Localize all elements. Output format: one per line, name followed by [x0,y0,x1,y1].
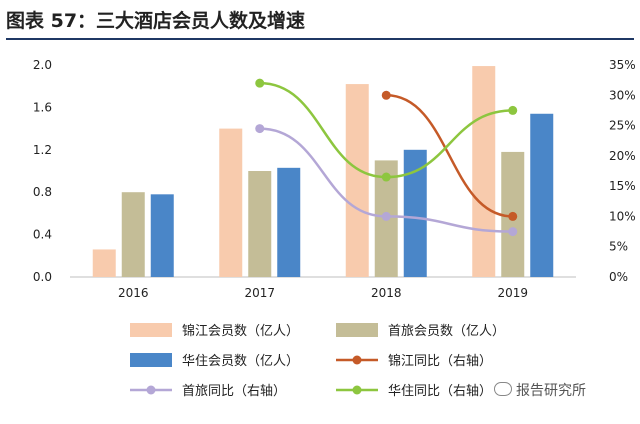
x-tick-label: 2019 [497,286,528,300]
series-line [386,94,513,218]
bar [150,194,174,277]
y-right-tick-label: 5% [609,240,628,254]
y-left-tick-label: 0.0 [33,270,52,284]
line-point [508,227,518,237]
title-underline [6,38,634,40]
line-point [508,211,518,221]
bar [472,66,496,277]
legend-label: 华住会员数（亿人） [182,354,299,369]
bar [345,84,369,277]
legend-marker [352,385,362,395]
legend-swatch [336,323,378,337]
wechat-icon [494,382,512,396]
y-left-tick-label: 1.2 [33,143,52,157]
legend-swatch [130,323,172,337]
watermark: 报告研究所 [494,380,586,400]
line-point [255,124,265,134]
legend-label: 锦江会员数（亿人） [182,324,299,339]
y-left-tick-label: 0.8 [33,185,52,199]
x-tick-label: 2017 [244,286,275,300]
line-point [255,78,265,88]
y-left-tick-label: 0.4 [33,228,52,242]
y-right-tick-label: 20% [609,149,636,163]
y-right-tick-label: 35% [609,58,636,72]
bar [277,167,301,277]
y-right-tick-label: 30% [609,88,636,102]
y-left-tick-label: 1.6 [33,100,52,114]
legend-label: 华住同比（右轴） [388,384,492,399]
y-right-tick-label: 25% [609,119,636,133]
legend-marker [146,385,156,395]
x-tick-label: 2016 [118,286,149,300]
bar [530,113,554,277]
watermark-text: 报告研究所 [516,383,586,399]
line-point [381,211,391,221]
line-point [381,90,391,100]
y-right-tick-label: 0% [609,270,628,284]
bar [92,249,116,277]
y-right-tick-label: 15% [609,179,636,193]
y-right-tick-label: 10% [609,209,636,223]
bar [248,171,272,277]
bar [219,128,243,277]
line-point [381,172,391,182]
series-line [259,127,513,233]
y-left-tick-label: 2.0 [33,58,52,72]
legend-label: 锦江同比（右轴） [388,354,492,369]
bar [403,149,427,277]
legend-swatch [130,353,172,367]
legend-marker [352,355,362,365]
bar [121,192,145,277]
legend-label: 首旅会员数（亿人） [388,324,505,339]
x-tick-label: 2018 [371,286,402,300]
chart-title: 图表 57：三大酒店会员人数及增速 [6,10,306,32]
line-point [508,105,518,115]
legend-label: 首旅同比（右轴） [182,384,286,399]
